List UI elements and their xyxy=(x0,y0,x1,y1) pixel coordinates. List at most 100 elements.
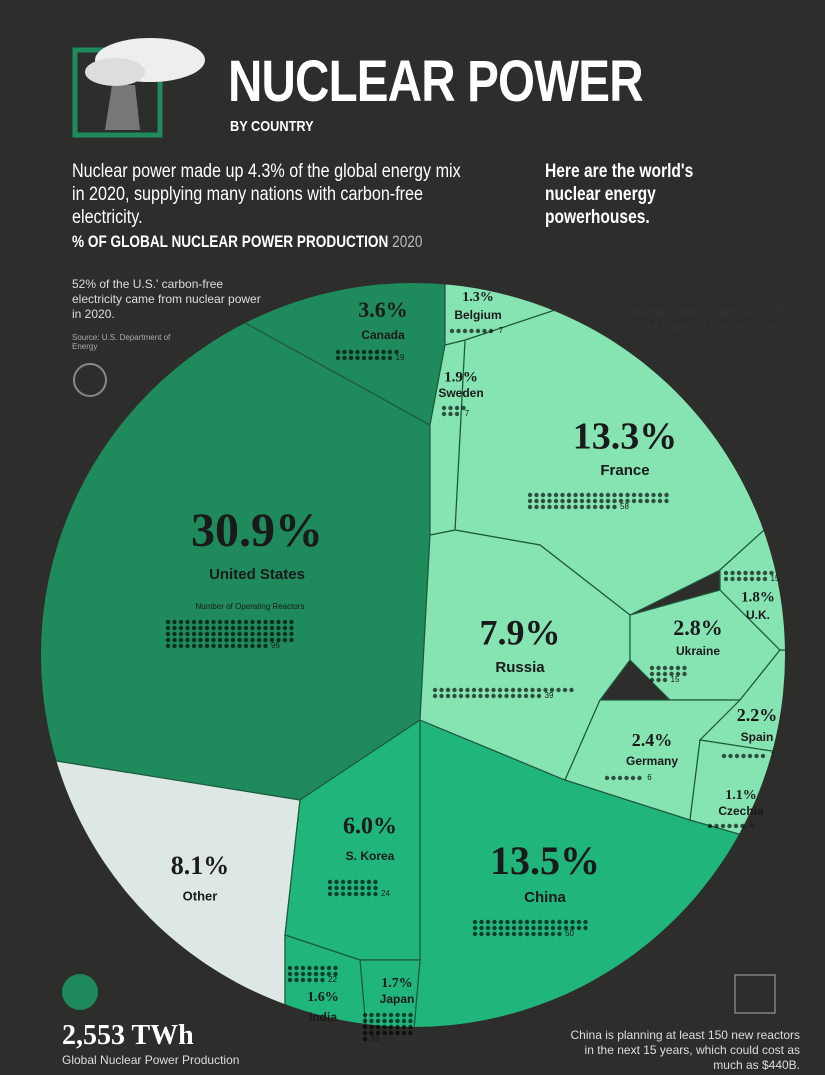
reactor-dot xyxy=(395,1012,400,1018)
reactor-dot xyxy=(720,823,726,829)
reactor-dot xyxy=(656,665,661,671)
reactor-dots xyxy=(604,775,642,781)
reactor-dot xyxy=(454,411,460,417)
reactor-dot xyxy=(743,570,748,576)
reactor-dot xyxy=(347,891,352,897)
reactor-dot xyxy=(456,328,461,334)
reactor-dot xyxy=(505,925,510,931)
bolt-icon xyxy=(73,363,107,397)
reactor-dot xyxy=(544,925,549,931)
reactor-dot xyxy=(714,823,719,829)
reactor-dot xyxy=(307,977,312,983)
category-label: Japan xyxy=(380,992,415,1006)
reactor-dot xyxy=(727,823,732,829)
reactor-dot xyxy=(448,405,453,411)
reactor-dot xyxy=(172,643,177,649)
reactor-dot xyxy=(230,643,236,649)
reactor-dot xyxy=(217,619,223,625)
reactor-dot xyxy=(326,971,332,977)
reactor-dot xyxy=(191,619,197,625)
reactor-dot xyxy=(198,619,203,625)
reactor-dot xyxy=(543,687,548,693)
reactor-dot xyxy=(368,349,373,355)
reactor-dot xyxy=(664,498,669,504)
reactor-dot xyxy=(395,1030,400,1036)
reactor-dot xyxy=(287,971,293,977)
reactor-dot xyxy=(224,643,229,649)
reactor-dot xyxy=(198,637,203,643)
reactor-dot xyxy=(583,919,588,925)
reactor-dot xyxy=(282,631,288,637)
reactor-dot xyxy=(531,925,536,931)
reactor-dot xyxy=(656,671,661,677)
reactor-dot xyxy=(300,977,306,983)
reactor-dot xyxy=(544,931,549,937)
reactor-dot xyxy=(408,1024,413,1030)
reactor-dot xyxy=(269,619,275,625)
reactor-dot xyxy=(707,823,713,829)
reactor-dot xyxy=(537,925,543,931)
reactor-dot xyxy=(353,885,359,891)
reactor-dot xyxy=(327,879,333,885)
total-label: Global Nuclear Power Production xyxy=(62,1053,240,1067)
reactor-dot xyxy=(664,492,669,498)
reactor-dot xyxy=(230,625,236,631)
reactor-dot xyxy=(599,498,604,504)
reactor-dot xyxy=(527,492,533,498)
reactor-dot xyxy=(638,492,643,498)
reactor-dot xyxy=(553,504,559,510)
reactor-dot xyxy=(178,619,184,625)
reactor-dot xyxy=(230,637,236,643)
reactor-dot xyxy=(586,504,591,510)
category-label: U.K. xyxy=(746,608,770,622)
reactor-dot xyxy=(550,931,556,937)
reactor-dot xyxy=(335,355,341,361)
reactor-dot xyxy=(462,328,468,334)
reactor-dot xyxy=(604,775,610,781)
reactor-dot xyxy=(382,1024,387,1030)
reactor-dot xyxy=(362,1030,368,1036)
reactor-dot xyxy=(576,919,582,925)
reactor-dot xyxy=(369,1018,374,1024)
reactor-dot xyxy=(576,925,582,931)
reactor-dot xyxy=(439,693,444,699)
reactor-dot xyxy=(478,687,483,693)
reactor-dot xyxy=(401,1012,407,1018)
reactor-dot xyxy=(172,637,177,643)
reactor-dot xyxy=(276,625,281,631)
value-label: 8.1% xyxy=(171,851,230,880)
reactor-dot xyxy=(492,931,497,937)
reactor-dot xyxy=(204,631,210,637)
reactor-dot xyxy=(382,1012,387,1018)
reactor-count: 7 xyxy=(465,409,470,418)
reactor-dot xyxy=(651,492,656,498)
reactor-dot xyxy=(669,671,674,677)
reactor-dot xyxy=(333,965,338,971)
reactor-dot xyxy=(269,637,275,643)
reactor-dot xyxy=(497,687,503,693)
reactor-dot xyxy=(662,677,668,683)
reactor-dot xyxy=(361,349,367,355)
reactor-dot xyxy=(573,498,578,504)
reactor-dot xyxy=(204,625,210,631)
reactor-dot xyxy=(347,885,352,891)
reactor-dot xyxy=(458,687,464,693)
reactor-dot xyxy=(335,349,341,355)
reactor-dot xyxy=(743,576,748,582)
reactor-dot xyxy=(479,919,484,925)
reactor-dot xyxy=(441,411,447,417)
reactor-dot xyxy=(723,576,729,582)
reactor-dot xyxy=(662,665,668,671)
reactor-dot xyxy=(320,977,325,983)
reactor-dot xyxy=(497,693,503,699)
reactor-dot xyxy=(465,687,470,693)
france-note: Nuclear power makes up 70% of France's e… xyxy=(624,304,785,333)
reactor-dot xyxy=(762,576,768,582)
reactor-dot xyxy=(243,625,249,631)
reactor-dot xyxy=(375,1012,381,1018)
reactor-dot xyxy=(313,977,319,983)
reactor-dot xyxy=(472,925,478,931)
reactor-dot xyxy=(320,965,325,971)
reactor-dot xyxy=(211,625,216,631)
reactor-dot xyxy=(478,693,483,699)
